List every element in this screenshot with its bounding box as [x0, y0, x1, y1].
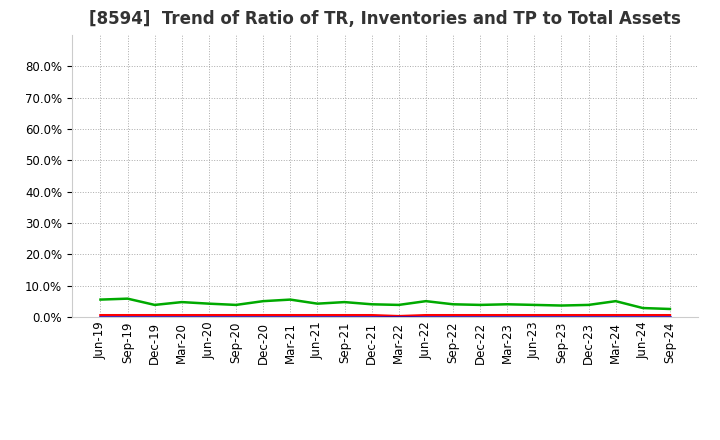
Trade Payables — [611, 298, 620, 304]
Trade Receivables — [395, 314, 403, 319]
Trade Receivables — [259, 312, 268, 318]
Inventories — [96, 314, 105, 319]
Trade Receivables — [530, 312, 539, 318]
Inventories — [232, 314, 240, 319]
Trade Receivables — [367, 312, 376, 318]
Line: Trade Receivables: Trade Receivables — [101, 315, 670, 316]
Trade Receivables — [178, 312, 186, 318]
Inventories — [313, 314, 322, 319]
Trade Receivables — [150, 312, 159, 318]
Trade Payables — [476, 302, 485, 308]
Title: [8594]  Trend of Ratio of TR, Inventories and TP to Total Assets: [8594] Trend of Ratio of TR, Inventories… — [89, 10, 681, 28]
Inventories — [611, 314, 620, 319]
Inventories — [259, 314, 268, 319]
Inventories — [421, 314, 430, 319]
Inventories — [530, 314, 539, 319]
Trade Payables — [178, 300, 186, 305]
Inventories — [557, 314, 566, 319]
Inventories — [286, 314, 294, 319]
Trade Payables — [204, 301, 213, 306]
Trade Payables — [639, 305, 647, 311]
Inventories — [123, 314, 132, 319]
Trade Payables — [530, 302, 539, 308]
Inventories — [449, 314, 457, 319]
Trade Receivables — [286, 312, 294, 318]
Trade Receivables — [611, 312, 620, 318]
Trade Receivables — [341, 312, 349, 318]
Trade Receivables — [503, 312, 511, 318]
Trade Receivables — [421, 312, 430, 318]
Inventories — [639, 314, 647, 319]
Trade Payables — [503, 302, 511, 307]
Trade Receivables — [639, 312, 647, 318]
Inventories — [150, 314, 159, 319]
Inventories — [367, 314, 376, 319]
Trade Receivables — [313, 312, 322, 318]
Trade Payables — [367, 302, 376, 307]
Trade Payables — [449, 302, 457, 307]
Line: Trade Payables: Trade Payables — [101, 299, 670, 309]
Trade Payables — [395, 302, 403, 308]
Inventories — [665, 314, 674, 319]
Trade Receivables — [204, 312, 213, 318]
Trade Payables — [150, 302, 159, 308]
Trade Receivables — [96, 312, 105, 318]
Inventories — [178, 314, 186, 319]
Trade Receivables — [584, 312, 593, 318]
Trade Payables — [341, 300, 349, 305]
Trade Payables — [557, 303, 566, 308]
Trade Payables — [232, 302, 240, 308]
Trade Payables — [259, 298, 268, 304]
Trade Receivables — [557, 312, 566, 318]
Inventories — [395, 314, 403, 319]
Trade Payables — [313, 301, 322, 306]
Trade Payables — [665, 306, 674, 312]
Trade Payables — [286, 297, 294, 302]
Trade Payables — [584, 302, 593, 308]
Trade Receivables — [449, 312, 457, 318]
Inventories — [204, 314, 213, 319]
Trade Receivables — [665, 312, 674, 318]
Trade Payables — [421, 298, 430, 304]
Trade Receivables — [123, 312, 132, 318]
Inventories — [341, 314, 349, 319]
Trade Payables — [123, 296, 132, 301]
Trade Receivables — [232, 312, 240, 318]
Inventories — [584, 314, 593, 319]
Trade Receivables — [476, 312, 485, 318]
Inventories — [503, 314, 511, 319]
Trade Payables — [96, 297, 105, 302]
Inventories — [476, 314, 485, 319]
